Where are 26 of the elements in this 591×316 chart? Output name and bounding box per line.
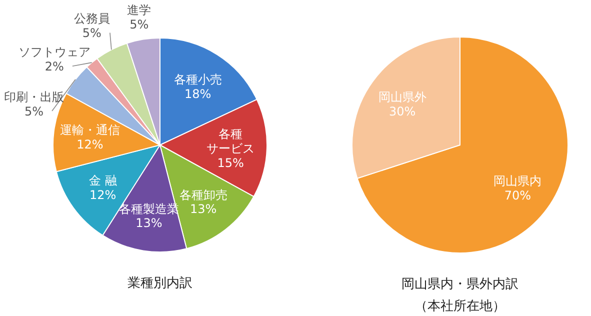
data-label: 5% [130, 17, 149, 32]
data-label: 12% [90, 188, 116, 202]
data-label: 18% [184, 86, 212, 101]
slice-label: 岡山県外 [378, 90, 426, 104]
data-label: 30% [388, 104, 416, 119]
data-label: 5% [82, 26, 102, 40]
data-label: 13% [190, 202, 217, 216]
slice-label: 各種サービス [206, 127, 255, 156]
slice-label: 進学 [127, 3, 152, 17]
slice-label: 運輸・通信 [60, 123, 120, 138]
slice-label: 公務員 [74, 12, 110, 26]
slice-label: 金 融 [88, 174, 117, 188]
slice-label: 各種卸売 [179, 188, 228, 202]
data-label: 5% [24, 104, 44, 118]
slice-label: 印刷・出版 [4, 90, 64, 104]
text: 業種別内訳 [128, 276, 192, 291]
slice-label: 各種小売 [174, 72, 222, 86]
slice-label: 岡山県内 [494, 174, 542, 188]
slice-label: ソフトウェア [18, 45, 90, 60]
data-label: 15% [217, 156, 244, 170]
data-label: 2% [44, 60, 64, 74]
data-label: 12% [76, 138, 104, 152]
data-label: 13% [136, 216, 162, 230]
text: （本社所在地） [414, 299, 506, 314]
data-label: 70% [504, 188, 532, 202]
text: 岡山県内・県外内訳 [402, 277, 518, 292]
